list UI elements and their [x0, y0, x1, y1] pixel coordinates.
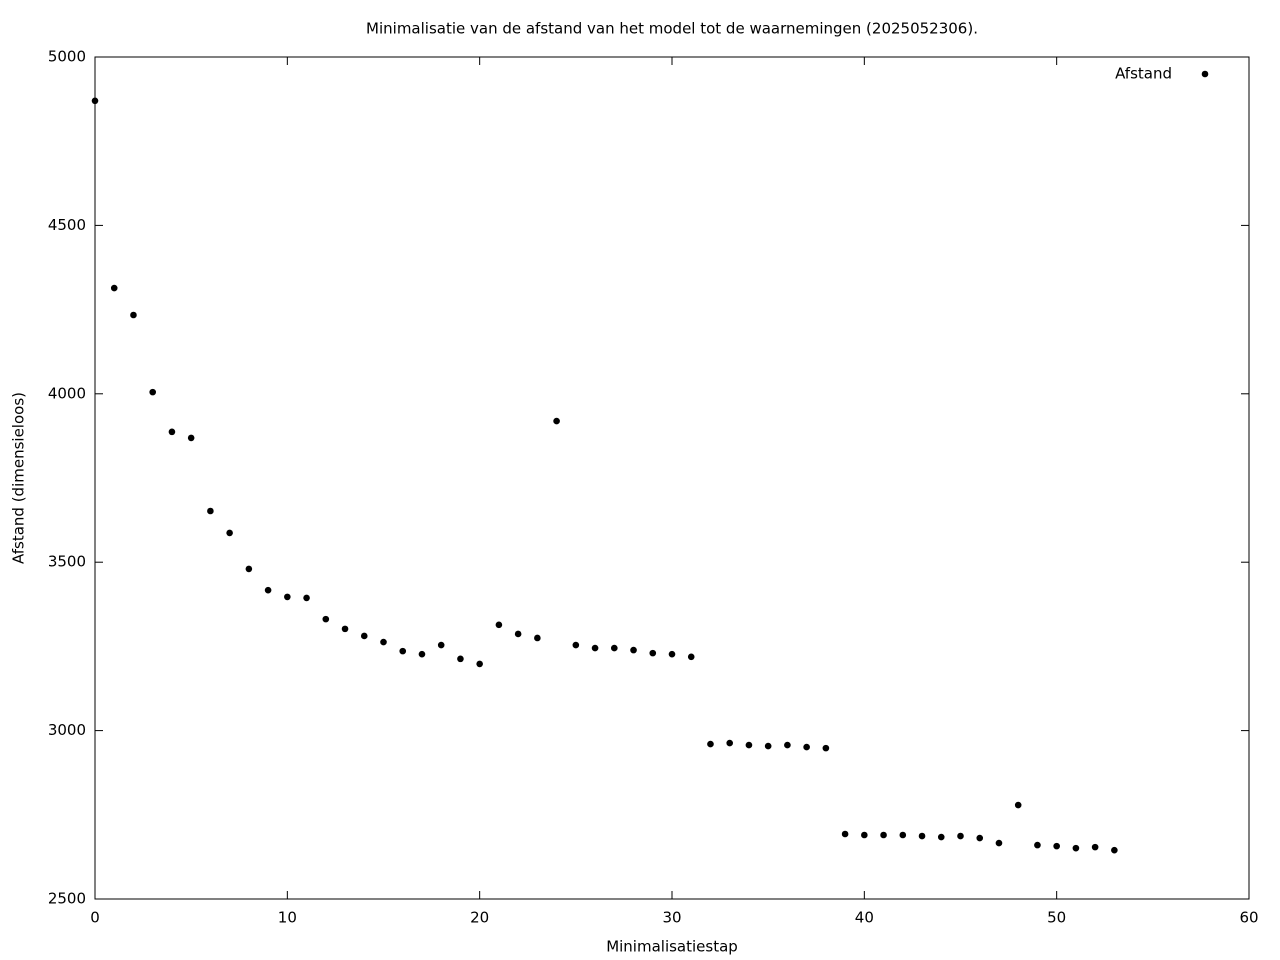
data-point — [803, 743, 810, 751]
data-point — [707, 740, 714, 748]
data-point — [841, 830, 849, 838]
x-tick-label: 60 — [1239, 909, 1258, 927]
y-tick-label: 2500 — [48, 890, 86, 908]
data-point — [630, 646, 637, 654]
y-axis-label: Afstand (dimensieloos) — [10, 392, 28, 564]
x-tick-label: 40 — [855, 909, 874, 927]
data-point — [245, 565, 253, 573]
data-point — [687, 653, 695, 661]
data-point — [457, 655, 464, 663]
data-point — [534, 634, 541, 642]
y-tick-label: 3500 — [48, 553, 86, 571]
data-point — [899, 831, 907, 839]
y-tick-label: 4000 — [48, 384, 86, 402]
data-point — [918, 832, 926, 840]
data-point — [495, 621, 503, 629]
data-point — [553, 417, 560, 425]
y-tick-label: 3000 — [48, 721, 86, 739]
y-tick-label: 5000 — [48, 48, 86, 66]
data-point — [187, 434, 195, 442]
data-point — [1034, 841, 1041, 849]
data-point — [284, 593, 291, 601]
data-point — [1014, 801, 1022, 809]
data-point — [380, 638, 387, 646]
data-point — [207, 507, 214, 515]
legend-marker — [1201, 70, 1209, 78]
data-point — [322, 615, 330, 623]
data-point — [937, 833, 945, 841]
data-point — [168, 428, 176, 436]
data-point — [668, 650, 676, 658]
plot-frame — [94, 56, 1250, 900]
data-point — [476, 660, 483, 668]
data-point — [957, 832, 964, 840]
x-tick-label: 0 — [90, 909, 100, 927]
chart-title: Minimalisatie van de afstand van het mod… — [366, 20, 978, 38]
data-point — [611, 644, 618, 652]
x-axis-label: Minimalisatiestap — [606, 938, 738, 956]
data-point — [91, 97, 99, 105]
x-tick-label: 50 — [1047, 909, 1066, 927]
data-point — [418, 650, 426, 658]
x-tick-label: 30 — [662, 909, 681, 927]
x-tick-label: 10 — [278, 909, 297, 927]
data-point — [1072, 844, 1080, 852]
data-point — [572, 641, 580, 649]
data-point — [360, 632, 368, 640]
data-point — [1091, 843, 1099, 851]
data-point — [149, 388, 156, 396]
data-point — [399, 647, 407, 655]
legend-label: Afstand — [1115, 65, 1172, 83]
data-point — [822, 744, 830, 752]
data-point — [1111, 846, 1118, 854]
data-point — [880, 831, 887, 839]
data-point — [861, 831, 868, 839]
data-point — [130, 311, 137, 319]
data-point — [764, 742, 772, 750]
data-point — [437, 641, 445, 649]
data-point — [726, 739, 733, 747]
data-point — [514, 630, 522, 638]
data-point — [976, 834, 984, 842]
data-point — [745, 741, 753, 749]
data-point — [591, 644, 599, 652]
x-tick-label: 20 — [470, 909, 489, 927]
data-point — [264, 586, 272, 594]
data-point — [226, 529, 233, 537]
data-point — [995, 839, 1003, 847]
data-point — [649, 649, 657, 657]
data-point — [303, 594, 310, 602]
data-point — [110, 284, 118, 292]
y-tick-label: 4500 — [48, 216, 86, 234]
data-point — [784, 741, 791, 749]
data-point — [1053, 842, 1060, 850]
data-point — [341, 625, 349, 633]
